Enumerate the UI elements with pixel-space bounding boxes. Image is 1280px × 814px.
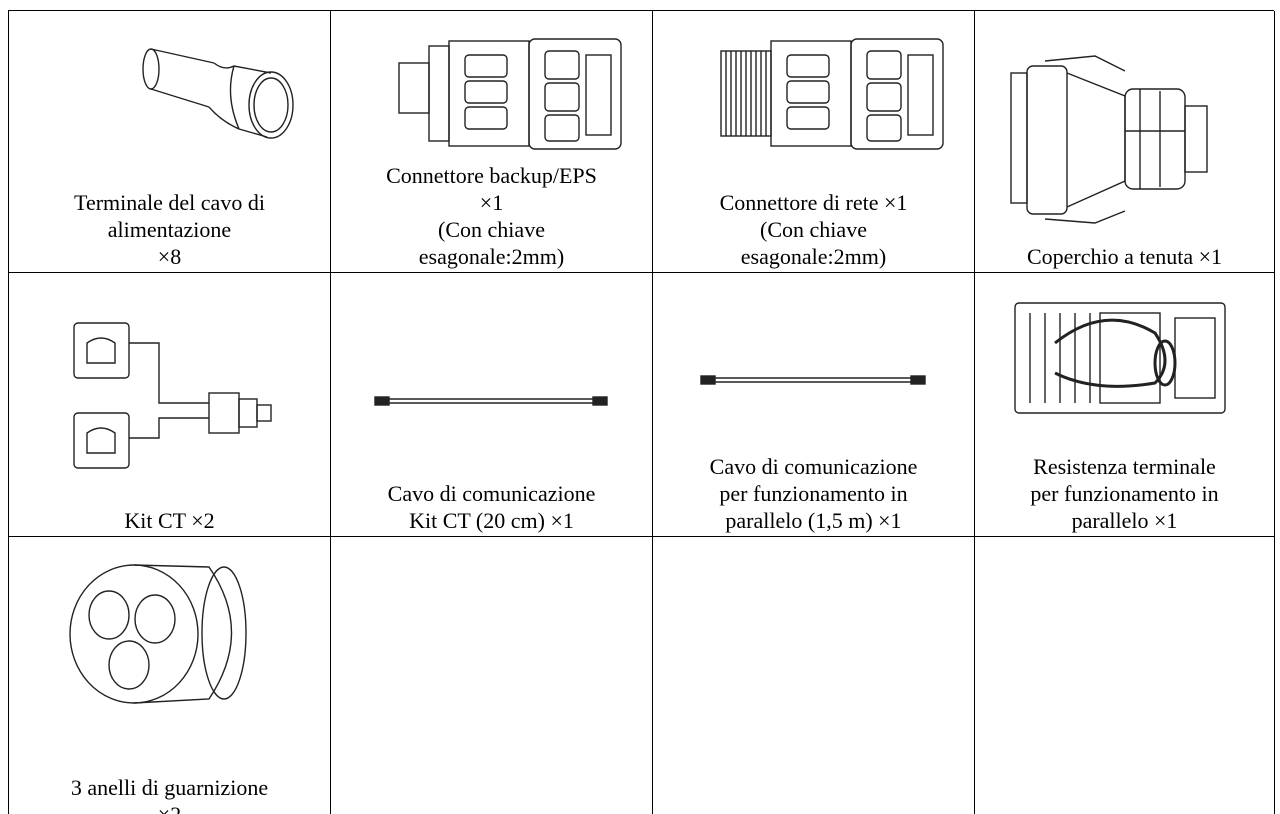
caption-line: 3 anelli di guarnizione xyxy=(70,775,269,800)
caption: Cavo di comunicazione Kit CT (20 cm) ×1 xyxy=(331,480,652,534)
caption-line: ×1 xyxy=(479,190,504,215)
cell: Kit CT ×2 xyxy=(9,273,331,537)
backup-connector-illustration xyxy=(398,38,622,150)
table: Terminale del cavo di alimentazione ×8 Con… xyxy=(8,10,1275,814)
caption-line: Connettore backup/EPS xyxy=(386,163,597,188)
caption: Connettore backup/EPS ×1 (Con chiave esagon… xyxy=(331,162,652,270)
caption-line: (Con chiave xyxy=(438,217,545,242)
caption-line: Cavo di comunicazione xyxy=(387,481,596,506)
caption: 3 anelli di guarnizione×2 xyxy=(9,774,330,814)
caption-line: alimentazione xyxy=(107,217,232,242)
caption: Kit CT ×2 xyxy=(9,507,330,534)
terminal-resistor-illustration xyxy=(1014,302,1226,414)
caption-line: Connettore di rete ×1 xyxy=(719,190,908,215)
caption-line: per funzionamento in xyxy=(1030,481,1219,506)
caption-line: Kit CT ×2 xyxy=(124,508,215,533)
caption: Cavo di comunicazione per funzionamento i… xyxy=(653,453,974,534)
caption: Terminale del cavo di alimentazione ×8 xyxy=(9,189,330,270)
cell: Terminale del cavo di alimentazione ×8 xyxy=(9,11,331,273)
caption-line: Cavo di comunicazione xyxy=(709,454,918,479)
caption-line: Terminale del cavo di xyxy=(74,190,265,215)
caption: Coperchio a tenuta ×1 xyxy=(975,243,1274,270)
caption-line: Coperchio a tenuta ×1 xyxy=(1026,244,1223,269)
caption-line: parallelo ×1 xyxy=(1071,508,1178,533)
caption-line: Kit CT (20 cm) ×1 xyxy=(409,508,574,533)
caption-line: esagonale:2mm) xyxy=(740,244,887,269)
caption-line: esagonale:2mm) xyxy=(418,244,565,269)
cell: Connettore di rete ×1 (Con chiave esagonal… xyxy=(653,11,975,273)
sealing-cover-illustration xyxy=(1010,55,1208,224)
empty-cell xyxy=(653,537,975,814)
caption-line: ×2 xyxy=(9,801,330,814)
caption-line: ×8 xyxy=(157,244,182,269)
sealing-rings-illustration xyxy=(69,564,247,704)
grid-connector-illustration xyxy=(720,38,944,150)
caption: Connettore di rete ×1 (Con chiave esagonal… xyxy=(653,189,974,270)
empty-cell xyxy=(975,537,1275,814)
caption-line: Resistenza terminale xyxy=(1033,454,1216,479)
cell: Cavo di comunicazione Kit CT (20 cm) ×1 xyxy=(331,273,653,537)
power-terminal-illustration xyxy=(142,48,294,139)
cell: Coperchio a tenuta ×1 xyxy=(975,11,1275,273)
cell: Connettore backup/EPS ×1 (Con chiave esagon… xyxy=(331,11,653,273)
parallel-cable-illustration xyxy=(700,375,926,385)
ct-kit-illustration xyxy=(73,322,272,469)
cell: Cavo di comunicazione per funzionamento i… xyxy=(653,273,975,537)
cell: 3 anelli di guarnizione×2 xyxy=(9,537,331,814)
caption: Resistenza terminale per funzionamento in… xyxy=(975,453,1274,534)
caption-line: parallelo (1,5 m) ×1 xyxy=(725,508,902,533)
caption-line: (Con chiave xyxy=(760,217,867,242)
caption-line: per funzionamento in xyxy=(719,481,908,506)
ct-cable-illustration xyxy=(374,396,608,406)
empty-cell xyxy=(331,537,653,814)
cell: Resistenza terminale per funzionamento in… xyxy=(975,273,1275,537)
